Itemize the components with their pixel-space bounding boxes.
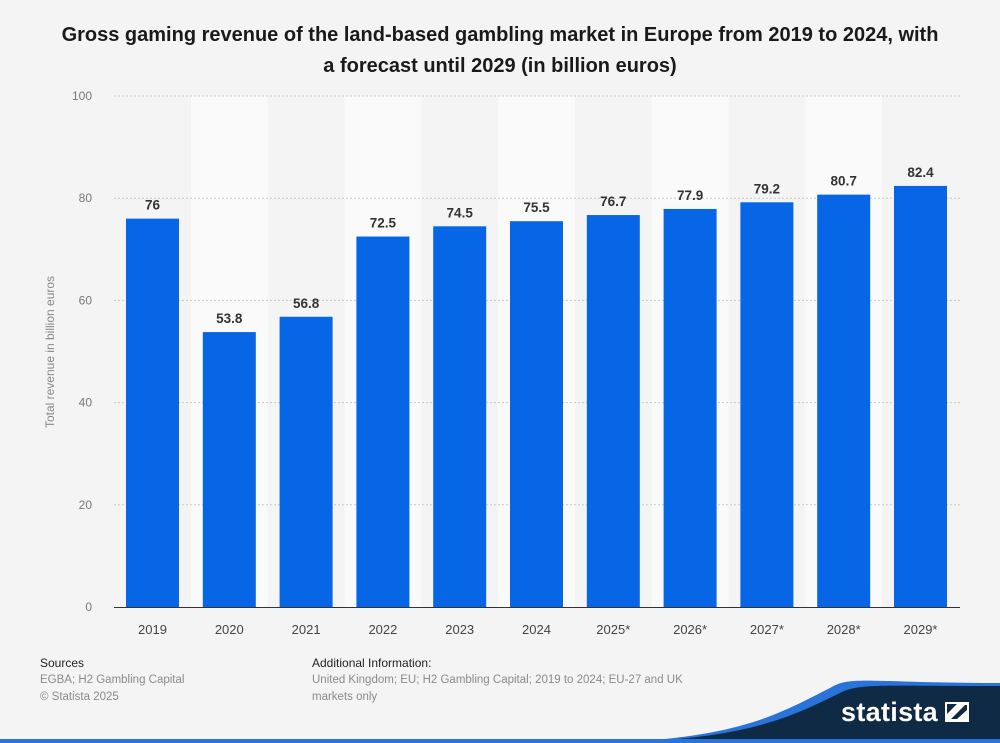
chart-title: Gross gaming revenue of the land-based g… xyxy=(61,24,939,77)
bar-2023 xyxy=(433,226,487,607)
bar-2029 xyxy=(894,185,947,607)
y-tick-label: 60 xyxy=(79,293,93,307)
bar-2025 xyxy=(586,215,640,608)
bar-2026 xyxy=(663,208,717,607)
x-tick-label: 2024 xyxy=(522,622,551,637)
x-tick-label: 2027* xyxy=(750,622,784,637)
y-tick-label: 80 xyxy=(79,191,93,205)
statista-logo-banner xyxy=(0,680,1000,743)
data-label: 72.5 xyxy=(370,216,397,231)
additional-info-block: Additional Information: United Kingdom; … xyxy=(312,655,683,706)
copyright: © Statista 2025 xyxy=(40,691,119,703)
data-label: 79.2 xyxy=(754,181,780,196)
bar-2020 xyxy=(202,332,256,607)
sources-text: EGBA; H2 Gambling Capital xyxy=(40,674,185,686)
y-tick-label: 40 xyxy=(79,396,93,410)
additional-text-2: markets only xyxy=(312,691,378,703)
bar-2024 xyxy=(510,221,563,607)
additional-text-1: United Kingdom; EU; H2 Gambling Capital;… xyxy=(312,674,683,686)
bar-2021 xyxy=(279,316,333,607)
data-label: 76 xyxy=(145,198,161,213)
y-tick-label: 100 xyxy=(72,89,92,103)
x-tick-label: 2023 xyxy=(445,622,474,637)
sources-heading: Sources xyxy=(40,656,85,670)
y-axis-label: Total revenue in billion euros xyxy=(43,276,57,428)
sources-block: Sources EGBA; H2 Gambling Capital © Stat… xyxy=(40,655,184,706)
x-tick-label: 2022 xyxy=(368,622,397,637)
bar-2027 xyxy=(740,202,794,607)
bar-2019 xyxy=(126,218,179,607)
x-tick-label: 2029* xyxy=(904,622,938,637)
data-label: 82.4 xyxy=(907,165,934,180)
bar-2022 xyxy=(356,236,410,607)
data-label: 76.7 xyxy=(600,194,626,209)
data-label: 77.9 xyxy=(677,188,703,203)
data-label: 53.8 xyxy=(216,311,243,326)
x-tick-label: 2021 xyxy=(292,622,321,637)
statista-logo-icon xyxy=(945,702,969,722)
x-tick-label: 2025* xyxy=(596,622,630,637)
additional-heading: Additional Information: xyxy=(312,656,432,670)
data-label: 75.5 xyxy=(523,200,550,215)
data-label: 74.5 xyxy=(447,205,474,220)
y-tick-label: 20 xyxy=(79,498,93,512)
x-tick-label: 2020 xyxy=(215,622,244,637)
bar-2028 xyxy=(817,194,871,608)
y-tick-label: 0 xyxy=(85,600,92,614)
x-tick-label: 2026* xyxy=(673,622,707,637)
data-label: 56.8 xyxy=(293,296,320,311)
data-label: 80.7 xyxy=(831,174,857,189)
statista-logo: statista xyxy=(841,697,938,727)
x-tick-label: 2028* xyxy=(827,622,861,637)
x-tick-label: 2019 xyxy=(138,622,167,637)
